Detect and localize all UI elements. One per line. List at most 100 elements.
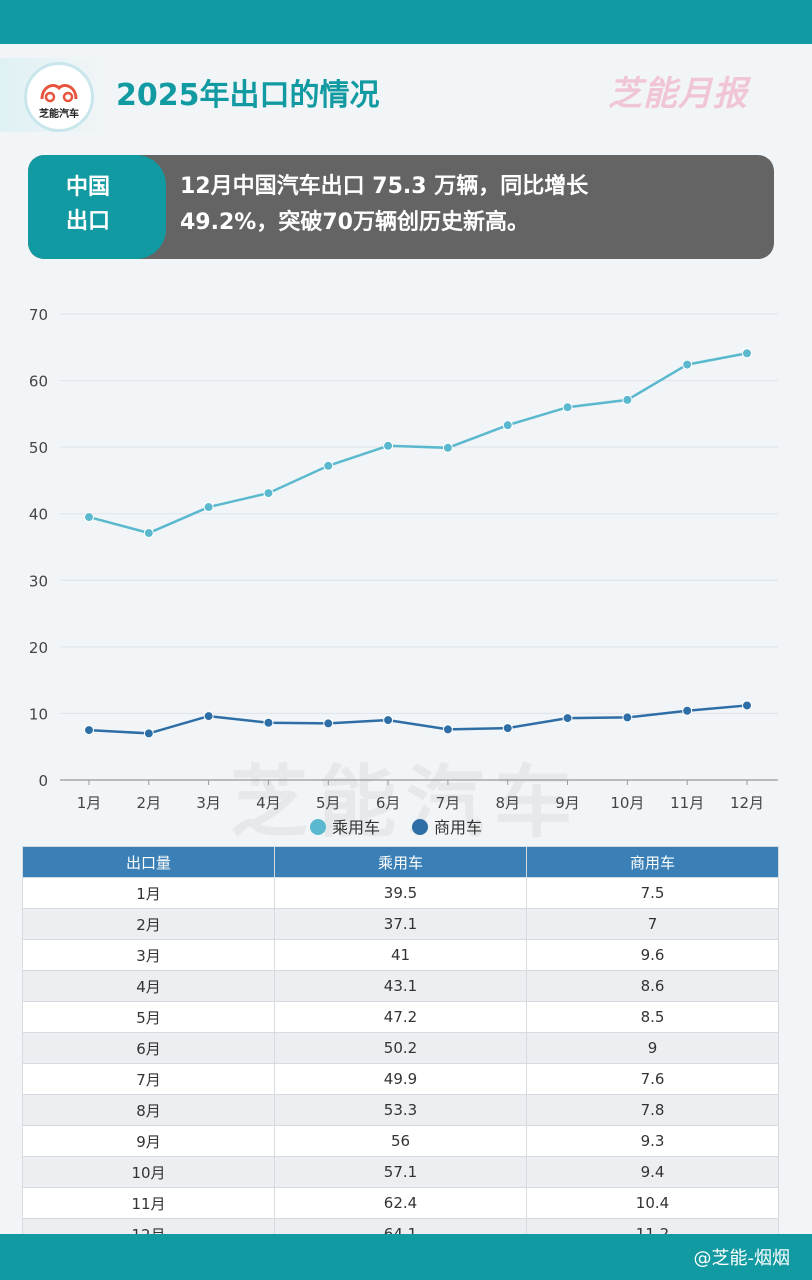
table-cell-commercial: 7.6: [526, 1063, 779, 1095]
legend-marker-commercial: [412, 819, 428, 835]
x-tick-label: 7月: [436, 794, 461, 812]
x-tick-label: 4月: [256, 794, 281, 812]
brand-name: 芝能月报: [608, 74, 748, 114]
table-cell-month: 4月: [22, 970, 275, 1002]
table-cell-commercial: 9.3: [526, 1125, 779, 1157]
table-cell-commercial: 7.8: [526, 1094, 779, 1126]
table-cell-commercial: 9.4: [526, 1156, 779, 1188]
table-cell-commercial: 9: [526, 1032, 779, 1064]
headline-line1: 12月中国汽车出口 75.3 万辆，同比增长: [180, 174, 589, 199]
x-tick-label: 5月: [316, 794, 341, 812]
bottom-bar: [0, 1234, 812, 1280]
data-table: 出口量 乘用车 商用车 1月 39.5 7.5 2月 37.1 7 3月 41 9.6 4月 43.…: [22, 846, 779, 1250]
table-row: 4月 43.1 8.6: [22, 970, 779, 1002]
chart-container: 0 10 20 30 40 50 60 70 1月 2月 3月 4月 5月 6月 7月 8月 9月 10月 11月 1…: [0, 290, 812, 850]
table-cell-commercial: 7.5: [526, 877, 779, 909]
table-cell-commercial: 10.4: [526, 1187, 779, 1219]
logo: 芝能汽车: [24, 62, 94, 132]
table-row: 8月 53.3 7.8: [22, 1094, 779, 1126]
data-point-commercial: [622, 712, 633, 723]
legend-marker-passenger: [310, 819, 326, 835]
data-point-passenger: [323, 460, 334, 471]
table-header-row: 出口量 乘用车 商用车: [22, 846, 779, 878]
x-tick-label: 1月: [77, 794, 102, 812]
table-cell-month: 10月: [22, 1156, 275, 1188]
table-cell-month: 9月: [22, 1125, 275, 1157]
table-cell-passenger: 57.1: [274, 1156, 527, 1188]
series-line-commercial: [88, 704, 748, 735]
y-tick-label: 70: [29, 306, 48, 324]
table-cell-passenger: 41: [274, 939, 527, 971]
table-cell-month: 7月: [22, 1063, 275, 1095]
table-row: 2月 37.1 7: [22, 908, 779, 940]
x-tick-label: 3月: [196, 794, 221, 812]
table-cell-passenger: 39.5: [274, 877, 527, 909]
x-tick-label: 8月: [495, 794, 520, 812]
table-cell-month: 2月: [22, 908, 275, 940]
x-tick-label: 12月: [730, 794, 764, 812]
series-line-passenger: [88, 352, 748, 535]
headline-tag-line2: 出口: [66, 209, 111, 234]
data-point-passenger: [742, 348, 752, 359]
table-row: 1月 39.5 7.5: [22, 877, 779, 909]
x-tick-label: 9月: [555, 794, 580, 812]
y-tick-label: 20: [29, 639, 48, 657]
table-cell-passenger: 50.2: [274, 1032, 527, 1064]
data-point-passenger: [502, 420, 513, 431]
y-tick-label: 40: [29, 506, 48, 524]
table-row: 3月 41 9.6: [22, 939, 779, 971]
table-cell-commercial: 8.5: [526, 1001, 779, 1033]
data-point-commercial: [502, 723, 513, 734]
data-point-passenger: [622, 394, 633, 405]
table-cell-passenger: 37.1: [274, 908, 527, 940]
table-cell-month: 1月: [22, 877, 275, 909]
top-bar: [0, 0, 812, 44]
data-point-commercial: [742, 700, 752, 711]
car-logo-icon: [40, 84, 78, 103]
data-point-commercial: [442, 724, 453, 735]
table-cell-passenger: 53.3: [274, 1094, 527, 1126]
table-row: 5月 47.2 8.5: [22, 1001, 779, 1033]
table-cell-commercial: 9.6: [526, 939, 779, 971]
data-point-commercial: [562, 713, 573, 724]
table-row: 11月 62.4 10.4: [22, 1187, 779, 1219]
table-header-commercial: 商用车: [526, 846, 779, 878]
headline-box: 中国 出口 12月中国汽车出口 75.3 万辆，同比增长 49.2%，突破70万…: [28, 155, 774, 259]
page-title: 2025年出口的情况: [116, 78, 380, 113]
table-cell-commercial: 7: [526, 908, 779, 940]
headline-tag-line1: 中国: [66, 175, 111, 200]
y-tick-label: 0: [38, 772, 48, 790]
table-cell-passenger: 56: [274, 1125, 527, 1157]
x-tick-label: 11月: [670, 794, 704, 812]
table-cell-month: 11月: [22, 1187, 275, 1219]
data-point-passenger: [143, 528, 154, 539]
headline-tag-text: 中国 出口: [66, 171, 126, 239]
table-cell-passenger: 43.1: [274, 970, 527, 1002]
logo-text: 芝能汽车: [39, 109, 79, 120]
headline-tag: 中国 出口: [28, 155, 166, 259]
headline-line2: 49.2%，突破70万辆创历史新高。: [180, 210, 529, 235]
table-row: 7月 49.9 7.6: [22, 1063, 779, 1095]
data-point-passenger: [442, 442, 453, 453]
watermark: 芝能汽车: [229, 758, 582, 848]
y-tick-label: 50: [29, 439, 48, 457]
headline-text: 12月中国汽车出口 75.3 万辆，同比增长 49.2%，突破70万辆创历史新高…: [180, 169, 760, 241]
table-row: 10月 57.1 9.4: [22, 1156, 779, 1188]
table-cell-month: 5月: [22, 1001, 275, 1033]
x-tick-label: 6月: [376, 794, 401, 812]
data-point-commercial: [383, 715, 394, 726]
y-tick-label: 30: [29, 572, 48, 590]
legend-label-commercial: 商用车: [434, 818, 482, 837]
y-tick-label: 10: [29, 705, 48, 723]
data-point-passenger: [263, 488, 274, 499]
x-tick-label: 2月: [137, 794, 162, 812]
table-cell-month: 3月: [22, 939, 275, 971]
table-header-month: 出口量: [22, 846, 275, 878]
data-point-commercial: [323, 718, 334, 729]
data-point-passenger: [682, 359, 693, 370]
table-cell-month: 6月: [22, 1032, 275, 1064]
table-cell-passenger: 62.4: [274, 1187, 527, 1219]
x-tick-label: 10月: [610, 794, 644, 812]
data-point-passenger: [562, 402, 573, 413]
table-cell-month: 8月: [22, 1094, 275, 1126]
